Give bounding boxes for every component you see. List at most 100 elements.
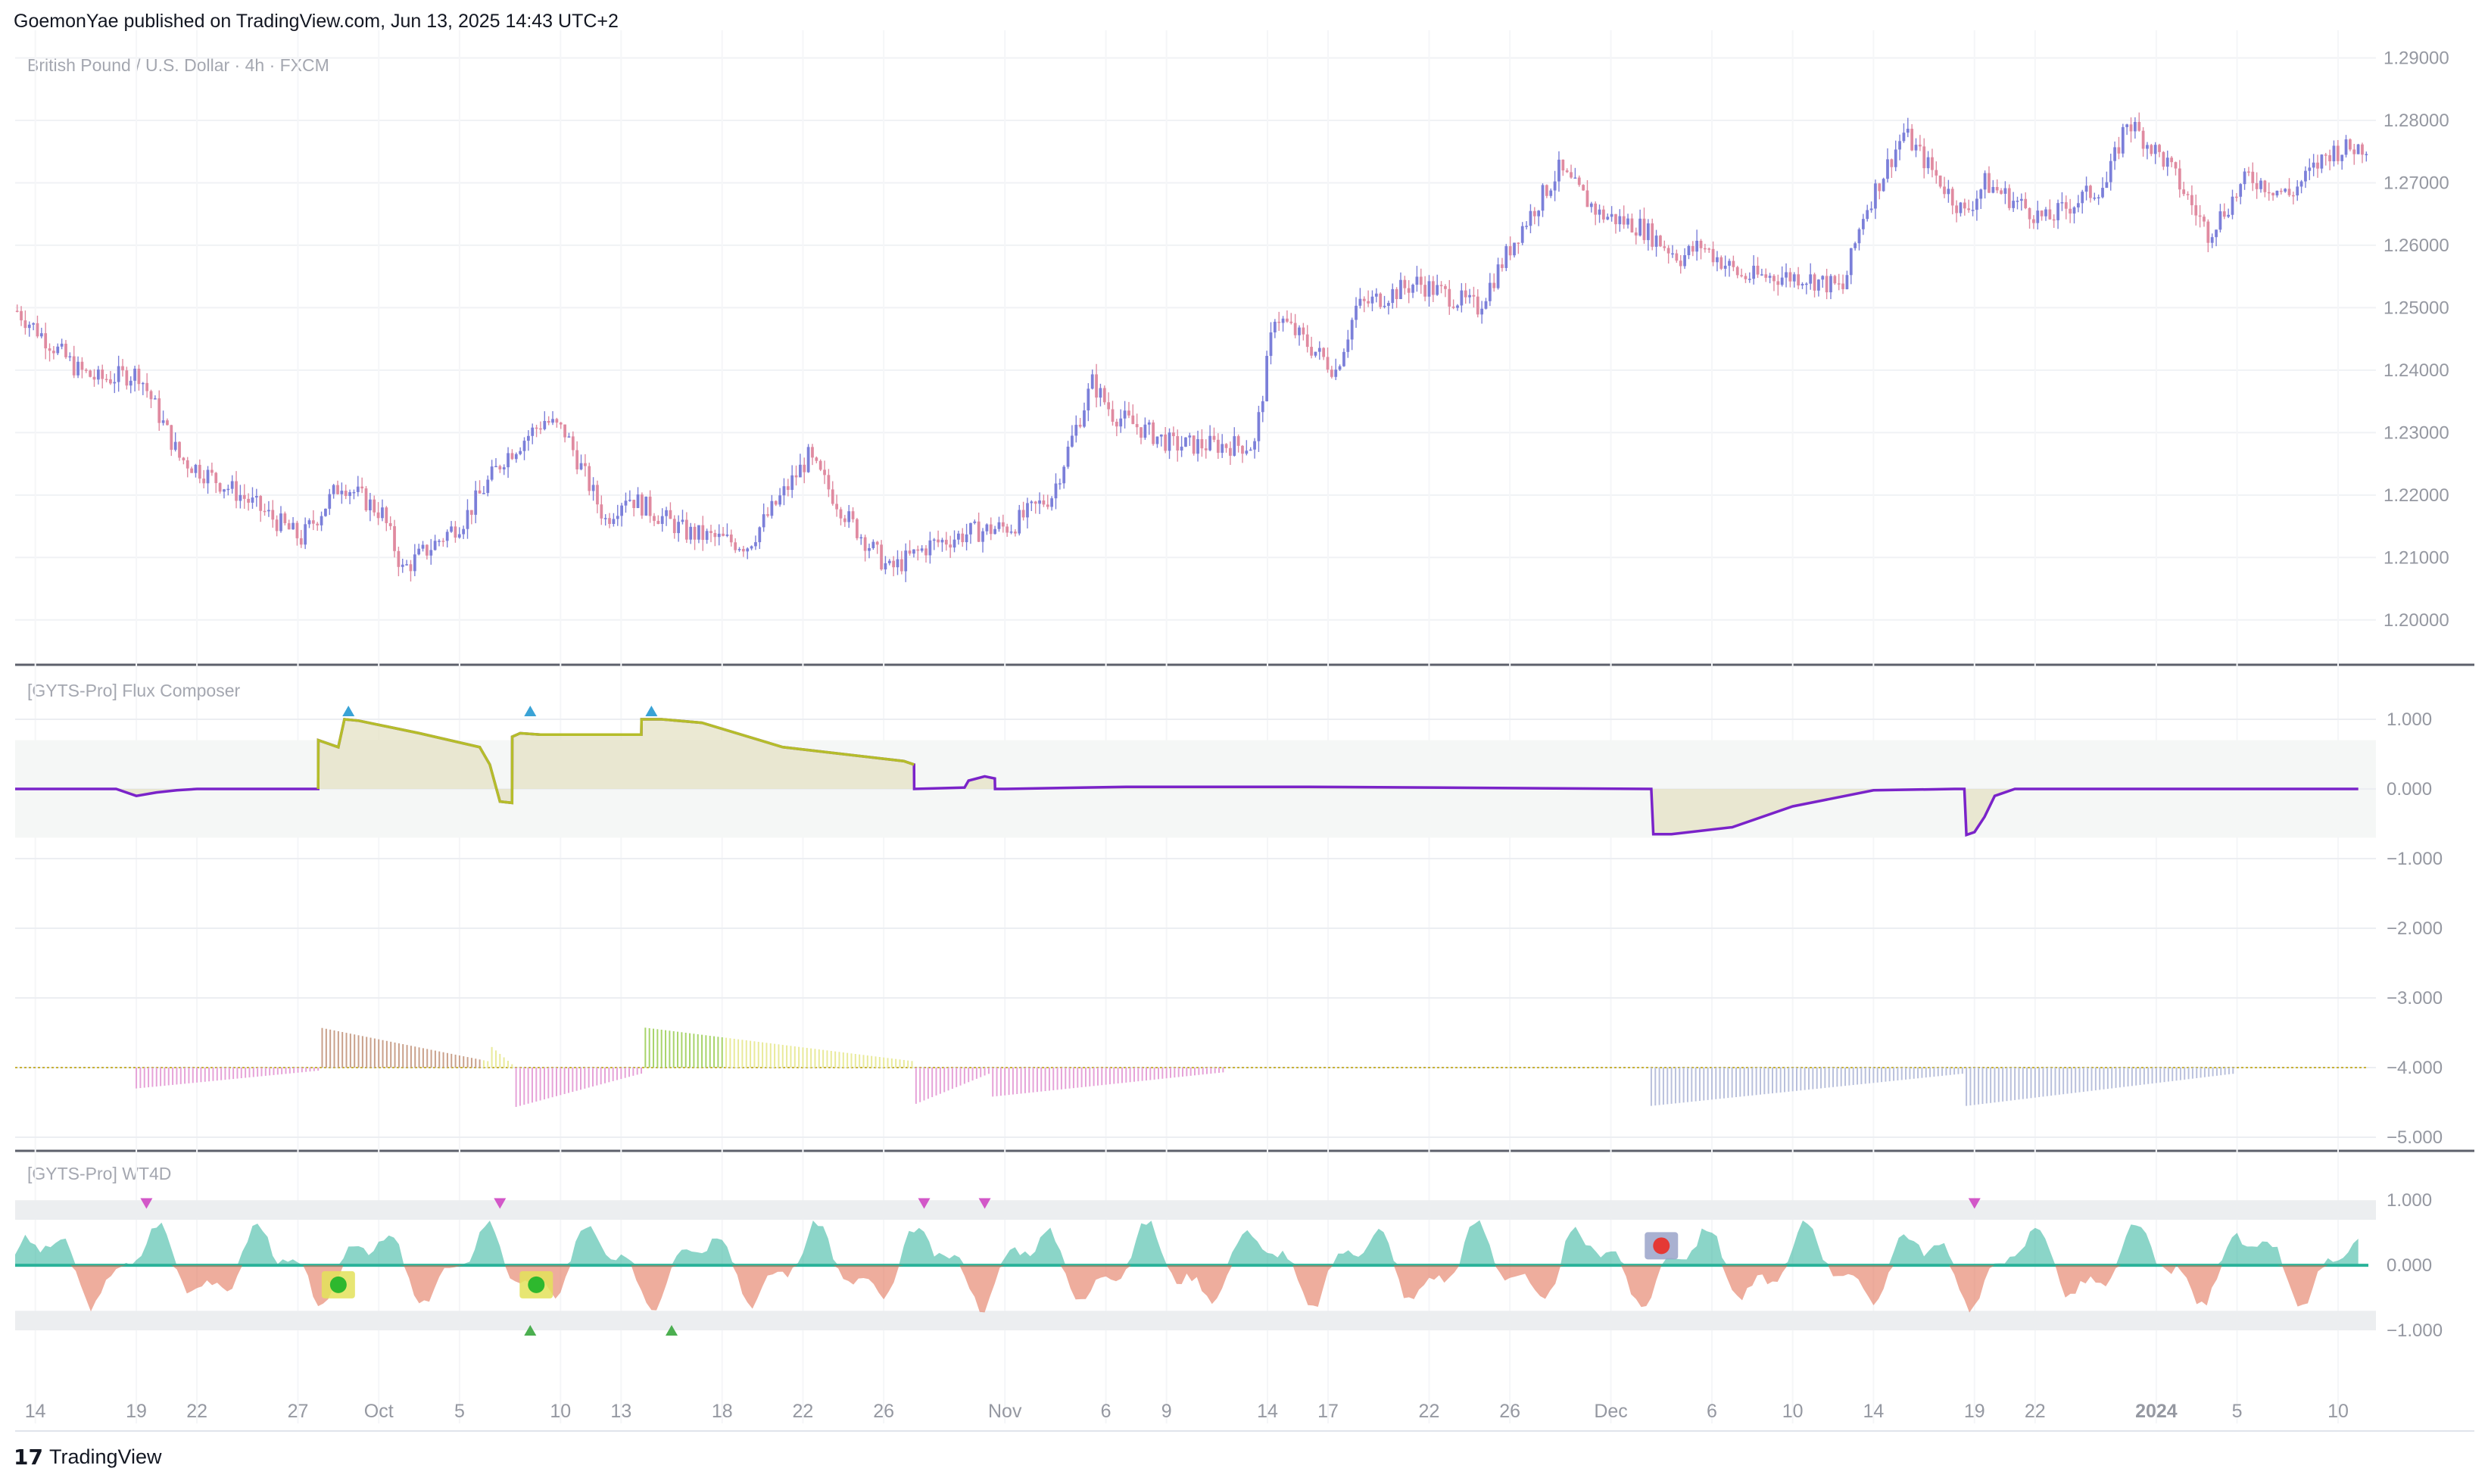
candle-body xyxy=(20,310,23,321)
candle-body xyxy=(758,527,762,543)
wt4d-signal-down-icon xyxy=(978,1198,991,1209)
candle-body xyxy=(242,494,246,499)
wt4d-tick-label: −1.000 xyxy=(2387,1320,2443,1341)
candle-body xyxy=(388,522,392,526)
candle-body xyxy=(843,518,846,522)
candle-body xyxy=(173,441,177,450)
candle-body xyxy=(1837,283,1841,285)
candle-body xyxy=(263,510,267,513)
candle-body xyxy=(1436,285,1439,295)
time-tick-label: 26 xyxy=(1499,1401,1520,1422)
candle-body xyxy=(1026,503,1029,518)
candle-body xyxy=(1874,183,1877,209)
candle-body xyxy=(1861,219,1865,229)
candle-body xyxy=(1164,434,1168,451)
candle-body xyxy=(1902,132,1906,142)
candle-body xyxy=(109,379,112,384)
candle-body xyxy=(1922,146,1926,169)
candle-body xyxy=(348,492,351,497)
candle-body xyxy=(1577,177,1581,186)
candle-body xyxy=(80,361,84,370)
time-tick-label: 9 xyxy=(1161,1401,1172,1422)
candle-body xyxy=(1484,301,1488,309)
candle-body xyxy=(1034,501,1037,504)
candle-body xyxy=(1573,177,1577,179)
candle-body xyxy=(482,493,485,494)
candle-body xyxy=(1448,288,1451,307)
wt4d-waves xyxy=(15,1220,2359,1313)
candle-body xyxy=(2012,201,2015,208)
candle-body xyxy=(2312,162,2315,168)
candle-body xyxy=(2165,157,2169,167)
candle-body xyxy=(2117,147,2121,154)
candle-body xyxy=(1849,248,1853,276)
candle-body xyxy=(2218,211,2222,230)
candle-body xyxy=(316,523,320,525)
candle-body xyxy=(1513,242,1516,256)
candle-body xyxy=(1878,183,1882,192)
candle-body xyxy=(717,533,721,538)
candle-body xyxy=(543,420,547,429)
candle-body xyxy=(1168,432,1171,451)
footer-brand[interactable]: TradingView xyxy=(48,1445,162,1468)
candle-body xyxy=(1857,229,1861,244)
candle-body xyxy=(1707,248,1711,250)
candle-body xyxy=(737,549,741,550)
candle-body xyxy=(2267,192,2271,194)
candle-body xyxy=(965,534,968,543)
price-tick-label: 1.20000 xyxy=(2384,610,2449,631)
candle-body xyxy=(1090,374,1094,389)
candle-body xyxy=(239,494,242,501)
candle-body xyxy=(2243,171,2246,185)
candle-body xyxy=(27,324,31,329)
candle-body xyxy=(48,348,51,351)
price-tick-label: 1.23000 xyxy=(2384,422,2449,443)
candle-body xyxy=(2308,167,2312,171)
candle-body xyxy=(2210,237,2214,243)
candle-body xyxy=(653,516,656,521)
candle-body xyxy=(1407,288,1411,293)
tradingview-logo-icon[interactable]: 𝟭𝟳 xyxy=(14,1445,43,1470)
candle-body xyxy=(2316,162,2319,169)
wt4d-negative-wave xyxy=(15,1265,2359,1313)
candle-body xyxy=(713,533,717,538)
candle-body xyxy=(2320,154,2324,169)
candle-body xyxy=(1938,175,1942,187)
candle-body xyxy=(916,549,920,551)
candle-body xyxy=(977,521,981,542)
candle-body xyxy=(1115,421,1118,427)
candle-body xyxy=(1460,290,1464,306)
candle-body xyxy=(880,544,883,570)
candle-body xyxy=(803,464,806,472)
candle-body xyxy=(311,520,315,524)
candle-body xyxy=(1898,141,1901,150)
time-tick-label: Dec xyxy=(1594,1401,1627,1422)
price-grid xyxy=(15,30,2376,1423)
candle-body xyxy=(259,496,263,511)
candle-body xyxy=(1358,298,1362,306)
time-tick-label: 27 xyxy=(288,1401,309,1422)
candle-body xyxy=(1018,510,1021,534)
candle-body xyxy=(1172,432,1175,437)
candle-body xyxy=(1298,327,1301,335)
candle-body xyxy=(1281,318,1285,323)
candle-body xyxy=(145,382,149,391)
candle-body xyxy=(1687,246,1691,256)
candle-body xyxy=(166,420,169,426)
candle-body xyxy=(1334,369,1338,377)
candle-body xyxy=(1476,296,1479,315)
candle-body xyxy=(194,464,198,473)
candle-body xyxy=(1529,210,1532,226)
candle-body xyxy=(324,508,327,516)
candle-body xyxy=(1001,522,1005,527)
candle-body xyxy=(254,496,258,498)
candle-body xyxy=(928,540,932,556)
time-tick-label: 10 xyxy=(1782,1401,1804,1422)
candle-body xyxy=(746,548,750,552)
candle-body xyxy=(539,428,542,430)
candle-body xyxy=(235,481,238,501)
candle-body xyxy=(1638,218,1642,236)
candle-body xyxy=(1744,276,1748,279)
candle-body xyxy=(1780,277,1784,285)
candle-body xyxy=(729,534,733,543)
